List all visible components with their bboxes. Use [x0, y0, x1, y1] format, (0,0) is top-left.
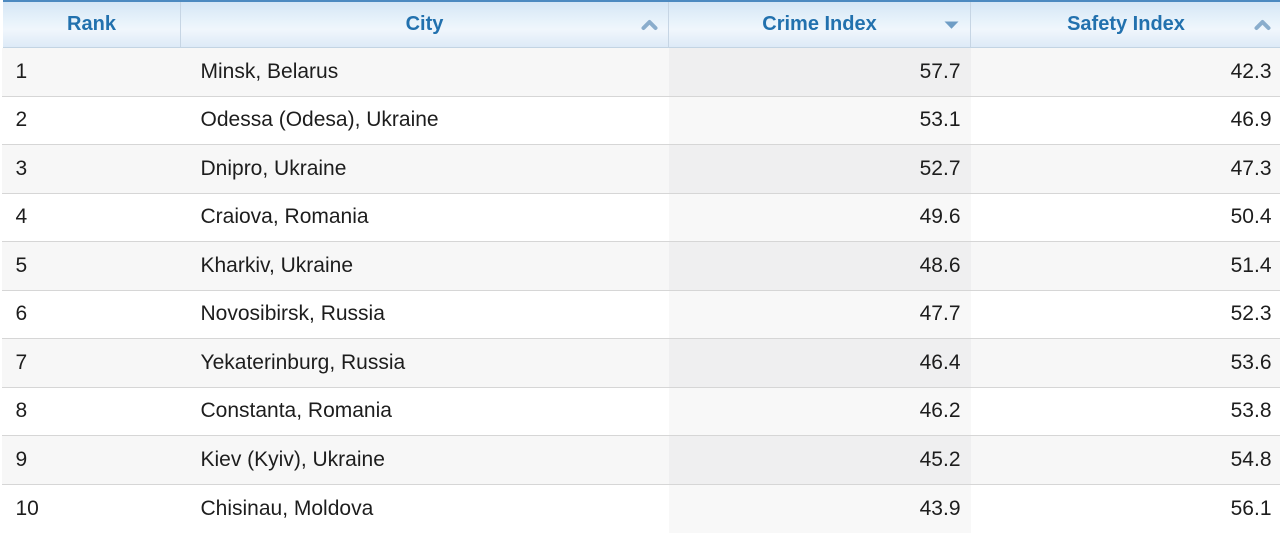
city-cell: Yekaterinburg, Russia: [180, 338, 669, 387]
safety-index-cell: 53.6: [970, 338, 1280, 387]
safety-index-cell: 42.3: [970, 47, 1280, 96]
rank-cell: 7: [1, 338, 181, 387]
header-row: Rank City Crime Index Safety Index: [0, 0, 1280, 48]
triangle-down-icon: [943, 20, 960, 30]
safety-index-cell: 53.8: [970, 386, 1280, 436]
safety-index-cell: 56.1: [970, 483, 1280, 533]
table-header: Rank City Crime Index Safety Index: [0, 0, 1280, 48]
rank-cell: 9: [1, 435, 181, 484]
city-cell: Odessa (Odesa), Ukraine: [180, 95, 669, 145]
crime-index-cell: 47.7: [668, 289, 971, 339]
table-row: 10 Chisinau, Moldova 43.9 56.1: [1, 483, 1280, 533]
rank-cell: 10: [1, 483, 181, 533]
crime-index-cell: 45.2: [668, 435, 971, 484]
table-row: 2 Odessa (Odesa), Ukraine 53.1 46.9: [1, 95, 1280, 145]
crime-index-cell: 57.7: [668, 47, 971, 96]
column-label-city: City: [405, 13, 444, 35]
rank-cell: 4: [1, 192, 181, 242]
crime-index-cell: 46.2: [668, 386, 971, 436]
safety-index-cell: 51.4: [970, 241, 1280, 290]
city-cell: Craiova, Romania: [180, 192, 669, 242]
table-row: 4 Craiova, Romania 49.6 50.4: [1, 192, 1280, 242]
crime-index-cell: 48.6: [668, 241, 971, 290]
crime-index-cell: 53.1: [668, 95, 971, 145]
safety-index-cell: 54.8: [970, 435, 1280, 484]
rank-cell: 2: [1, 95, 181, 145]
rank-cell: 5: [1, 241, 181, 290]
table-row: 6 Novosibirsk, Russia 47.7 52.3: [1, 289, 1280, 339]
city-cell: Minsk, Belarus: [180, 47, 669, 96]
table-row: 8 Constanta, Romania 46.2 53.8: [1, 386, 1280, 436]
crime-index-cell: 49.6: [668, 192, 971, 242]
safety-index-cell: 46.9: [970, 95, 1280, 145]
table-row: 5 Kharkiv, Ukraine 48.6 51.4: [1, 241, 1280, 290]
city-cell: Chisinau, Moldova: [180, 483, 669, 533]
city-cell: Novosibirsk, Russia: [180, 289, 669, 339]
crime-index-cell: 46.4: [668, 338, 971, 387]
rank-cell: 3: [1, 144, 181, 193]
column-header-rank[interactable]: Rank: [0, 0, 181, 48]
city-cell: Dnipro, Ukraine: [180, 144, 669, 193]
column-header-city[interactable]: City: [180, 0, 669, 48]
city-cell: Kiev (Kyiv), Ukraine: [180, 435, 669, 484]
rank-cell: 1: [1, 47, 181, 96]
table-row: 3 Dnipro, Ukraine 52.7 47.3: [1, 144, 1280, 193]
column-header-crime-index[interactable]: Crime Index: [668, 0, 971, 48]
rank-cell: 6: [1, 289, 181, 339]
crime-index-cell: 43.9: [668, 483, 971, 533]
chevron-up-icon: [641, 19, 658, 30]
column-label-crime-index: Crime Index: [762, 13, 877, 35]
table-body: 1 Minsk, Belarus 57.7 42.3 2 Odessa (Ode…: [1, 47, 1280, 533]
safety-index-cell: 47.3: [970, 144, 1280, 193]
column-label-safety-index: Safety Index: [1067, 13, 1185, 35]
crime-index-cell: 52.7: [668, 144, 971, 193]
table-row: 7 Yekaterinburg, Russia 46.4 53.6: [1, 338, 1280, 387]
column-header-safety-index[interactable]: Safety Index: [970, 0, 1280, 48]
city-cell: Constanta, Romania: [180, 386, 669, 436]
city-cell: Kharkiv, Ukraine: [180, 241, 669, 290]
safety-index-cell: 52.3: [970, 289, 1280, 339]
safety-index-cell: 50.4: [970, 192, 1280, 242]
table-row: 9 Kiev (Kyiv), Ukraine 45.2 54.8: [1, 435, 1280, 484]
chevron-up-icon: [1254, 19, 1271, 30]
column-label-rank: Rank: [67, 13, 116, 35]
table-row: 1 Minsk, Belarus 57.7 42.3: [1, 47, 1280, 96]
rank-cell: 8: [1, 386, 181, 436]
